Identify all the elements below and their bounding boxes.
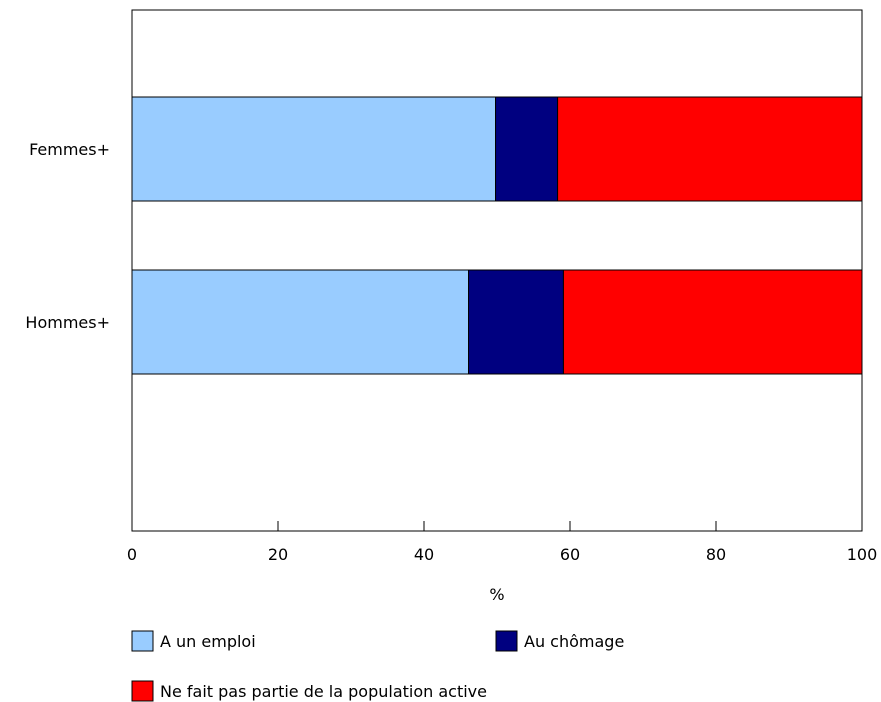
legend-swatch-ne-fait-pas-partie-de-la-population-active <box>131 680 154 702</box>
bar-femmes-a-un-emploi <box>131 96 497 202</box>
legend-swatch-au-chomage <box>495 630 518 652</box>
bars <box>131 96 863 375</box>
x-tick-label: 80 <box>706 545 726 564</box>
bar-hommes-a-un-emploi <box>131 269 470 375</box>
y-axis-labels: Femmes+ Hommes+ <box>25 140 110 332</box>
x-tick-label: 60 <box>560 545 580 564</box>
y-tick-label: Hommes+ <box>25 313 110 332</box>
legend-swatch-a-un-emploi <box>131 630 154 652</box>
bar-hommes-au-chomage <box>468 269 564 375</box>
bar-hommes-ne-fait-pas-partie-de-la-population-active <box>562 269 863 375</box>
x-tick-label: 20 <box>268 545 288 564</box>
bar-femmes-au-chomage <box>495 96 559 202</box>
x-tick-label: 0 <box>127 545 137 564</box>
legend-label: A un emploi <box>160 632 256 651</box>
legend-label: Au chômage <box>524 632 624 651</box>
bar-femmes-ne-fait-pas-partie-de-la-population-active <box>557 96 863 202</box>
legend: A un emploi Au chômage Ne fait pas partie … <box>131 630 624 702</box>
x-tick-label: 100 <box>847 545 878 564</box>
x-tick-label: 40 <box>414 545 434 564</box>
x-axis-title: % <box>489 585 504 604</box>
y-tick-label: Femmes+ <box>29 140 110 159</box>
legend-label: Ne fait pas partie de la population acti… <box>160 682 487 701</box>
x-axis-ticks: 0 20 40 60 80 100 <box>127 521 877 564</box>
